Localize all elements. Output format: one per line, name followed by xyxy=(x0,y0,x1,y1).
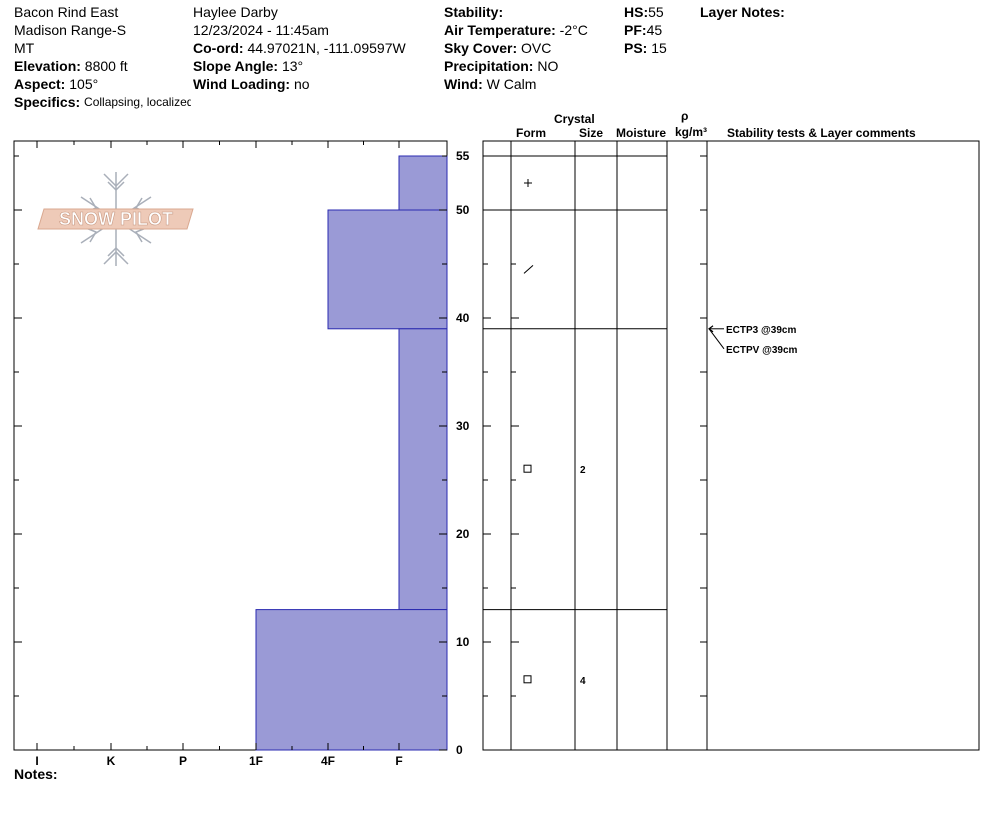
elevation-label: Elevation: xyxy=(14,58,81,74)
pf-label: PF: xyxy=(624,22,647,38)
sky-label: Sky Cover: xyxy=(444,40,518,56)
specifics: Specifics: Collapsing, localized xyxy=(14,94,191,110)
hardness-layer-1 xyxy=(327,209,448,330)
precipitation: Precipitation: NO xyxy=(444,58,558,74)
air-temp-value: -2°C xyxy=(559,22,588,38)
wind-loading-label: Wind Loading: xyxy=(193,76,291,92)
depth-labels: 0 10 20 30 40 50 55 xyxy=(456,149,470,757)
hardness-label-F: F xyxy=(395,754,402,768)
wind-value: W Calm xyxy=(486,76,537,92)
ps-label: PS: xyxy=(624,40,648,56)
hardness-label-1F: 1F xyxy=(249,754,263,768)
slope-value: 13° xyxy=(281,58,304,74)
table-frame xyxy=(482,140,980,751)
density-unit-header: kg/m³ xyxy=(675,125,708,139)
coord-value: 44.97021N, -111.09597W xyxy=(247,40,406,56)
hardness-layers xyxy=(255,155,448,751)
location: Bacon Rind East xyxy=(14,4,119,20)
specifics-label: Specifics: xyxy=(14,94,81,110)
sky-value: OVC xyxy=(521,40,552,56)
stability-label: Stability: xyxy=(444,4,504,20)
depth-label-0: 0 xyxy=(456,743,463,757)
hardness-ticks: I K P 1F 4F F xyxy=(35,141,403,768)
aspect-value: 105° xyxy=(69,76,99,92)
snowpilot-logo: SNOW PILOT xyxy=(37,208,194,230)
hs-value: 55 xyxy=(648,4,664,20)
crystal-marks: 24 xyxy=(523,179,586,687)
rho-header: ρ xyxy=(681,109,689,123)
wind-loading-value: no xyxy=(293,76,310,92)
wind: Wind: W Calm xyxy=(444,76,536,92)
ps: PS: 15 xyxy=(624,40,667,56)
hardness-layer-3 xyxy=(255,609,448,751)
table-layer-lines xyxy=(483,155,667,611)
hardness-label-P: P xyxy=(179,754,187,768)
wind-loading: Wind Loading: no xyxy=(193,76,310,92)
crystal-size-2: 2 xyxy=(580,465,586,476)
specifics-value: Collapsing, localized xyxy=(84,95,192,109)
moisture-header: Moisture xyxy=(616,126,667,140)
logo-text: SNOW PILOT xyxy=(59,209,173,229)
pf-value: 45 xyxy=(646,22,663,38)
air-temp-label: Air Temperature: xyxy=(444,22,556,38)
stability-test-1: ECTPV @39cm xyxy=(726,345,798,356)
precip-label: Precipitation: xyxy=(444,58,534,74)
datetime: 12/23/2024 - 11:45am xyxy=(193,22,329,38)
table-ticks xyxy=(483,155,707,751)
stability-test-0: ECTP3 @39cm xyxy=(726,325,796,336)
notes-label: Notes: xyxy=(14,766,58,782)
depth-label-50: 50 xyxy=(456,203,470,217)
wind-label: Wind: xyxy=(444,76,483,92)
coord-label: Co-ord: xyxy=(193,40,244,56)
crystal-header: Crystal xyxy=(554,112,595,126)
range: Madison Range-S xyxy=(14,22,127,38)
observer: Haylee Darby xyxy=(193,4,278,20)
crystal-form-square-3 xyxy=(523,675,532,684)
air-temp: Air Temperature: -2°C xyxy=(444,22,588,38)
hardness-label-I: I xyxy=(35,754,38,768)
depth-label-30: 30 xyxy=(456,419,470,433)
depth-label-55: 55 xyxy=(456,149,470,163)
hardness-label-4F: 4F xyxy=(321,754,335,768)
crystal-form-slash-1 xyxy=(523,265,534,274)
left-depth-ticks xyxy=(14,155,447,751)
pf: PF:45 xyxy=(624,22,662,38)
stability-arrowhead-1 xyxy=(708,325,714,333)
crystal-size-3: 4 xyxy=(580,676,586,687)
depth-label-10: 10 xyxy=(456,635,470,649)
elevation: Elevation: 8800 ft xyxy=(14,58,128,74)
aspect-label: Aspect: xyxy=(14,76,66,92)
stability-comments-header: Stability tests & Layer comments xyxy=(727,126,916,140)
depth-label-40: 40 xyxy=(456,311,470,325)
hs-label: HS: xyxy=(624,4,649,20)
coord: Co-ord: 44.97021N, -111.09597W xyxy=(193,40,406,56)
slope: Slope Angle: 13° xyxy=(193,58,303,74)
ps-value: 15 xyxy=(651,40,667,56)
slope-label: Slope Angle: xyxy=(193,58,279,74)
hardness-graph: I K P 1F 4F F 0 10 20 30 40 50 55 xyxy=(13,140,470,768)
elevation-value: 8800 ft xyxy=(84,58,128,74)
size-header: Size xyxy=(579,126,604,140)
hardness-layer-2 xyxy=(398,328,448,611)
aspect: Aspect: 105° xyxy=(14,76,98,92)
stability-marks: ECTP3 @39cm ECTPV @39cm xyxy=(708,325,798,356)
form-header: Form xyxy=(516,126,546,140)
layer-notes-label: Layer Notes: xyxy=(700,4,785,20)
depth-label-20: 20 xyxy=(456,527,470,541)
hardness-label-K: K xyxy=(107,754,116,768)
sky-cover: Sky Cover: OVC xyxy=(444,40,551,56)
precip-value: NO xyxy=(537,58,559,74)
hs: HS:55 xyxy=(624,4,664,20)
state: MT xyxy=(14,40,35,56)
hardness-layer-0 xyxy=(398,155,448,211)
stability-arrow-1 xyxy=(708,328,725,350)
crystal-form-square-2 xyxy=(523,464,532,473)
